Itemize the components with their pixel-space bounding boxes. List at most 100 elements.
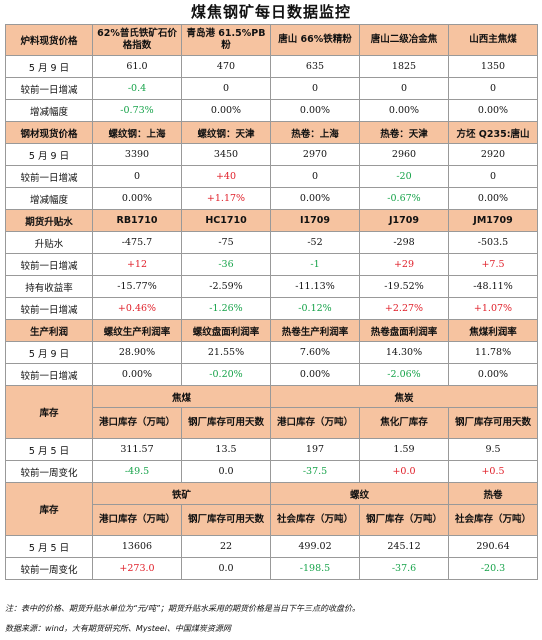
table-cell: -36 [181, 253, 271, 276]
row-label: 较前一日增减 [5, 297, 93, 320]
table-row: 较前一日增减 +12 -36 -1 +29 +7.5 [5, 253, 538, 276]
table-cell: -19.52% [359, 275, 449, 298]
section-header-row: 炉料现货价格 62%普氏铁矿石价格指数 青岛港 61.5%PB粉 唐山 66%铁精粉唐… [5, 24, 538, 56]
table-cell: 0.00% [448, 187, 538, 210]
column-header: 方坯 Q235:唐山 [448, 121, 538, 144]
group-header: 铁矿 [92, 482, 271, 505]
column-header: 社会库存（万吨） [448, 504, 538, 536]
row-label: 增减幅度 [5, 187, 93, 210]
table-cell: -0.73% [92, 99, 182, 122]
table-cell: +0.0 [359, 460, 449, 483]
table-cell: -1.26% [181, 297, 271, 320]
table-cell: -0.20% [181, 363, 271, 386]
column-header: 焦煤利润率 [448, 319, 538, 342]
table-cell: +0.46% [92, 297, 182, 320]
table-cell: 0.00% [270, 363, 360, 386]
table-cell: 1.59 [359, 438, 449, 461]
table-cell: -0.67% [359, 187, 449, 210]
table-cell: -37.6 [359, 557, 449, 580]
table-cell: -37.5 [270, 460, 360, 483]
table-cell: -2.59% [181, 275, 271, 298]
table-cell: 3450 [181, 143, 271, 166]
table-cell: -52 [270, 231, 360, 254]
table-cell: -48.11% [448, 275, 538, 298]
table-cell: 0.00% [92, 187, 182, 210]
table-cell: 0 [359, 77, 449, 100]
row-label: 持有收益率 [5, 275, 93, 298]
column-header: 螺纹钢：上海 [92, 121, 182, 144]
row-label: 5 月 9 日 [5, 341, 93, 364]
table-cell: -198.5 [270, 557, 360, 580]
table-row: 5 月 9 日 61.0 470 635 1825 1350 [5, 55, 538, 78]
table-cell: -49.5 [92, 460, 182, 483]
table-cell: 1350 [448, 55, 538, 78]
table-cell: -75 [181, 231, 271, 254]
table-cell: -0.4 [92, 77, 182, 100]
section-header-row: 库存 铁矿 螺纹 热卷 [5, 482, 538, 536]
column-header: 唐山二级冶金焦 [359, 24, 449, 56]
column-header: I1709 [270, 209, 360, 232]
row-label: 升贴水 [5, 231, 93, 254]
table-row: 较前一日增减 +0.46% -1.26% -0.12% +2.27% +1.07% [5, 297, 538, 320]
table-cell: 470 [181, 55, 271, 78]
section-title: 库存 [5, 385, 93, 439]
sub-header-row: 港口库存（万吨） 钢厂库存可用天数 社会库存（万吨） 钢厂库存（万吨） 社会库存（万吨） [6, 504, 538, 536]
table-cell: 13.5 [181, 438, 271, 461]
row-label: 较前一日增减 [5, 77, 93, 100]
table-cell: 22 [181, 535, 271, 558]
table-cell: 2920 [448, 143, 538, 166]
table-row: 较前一日增减 0 +40 0 -20 0 [5, 165, 538, 188]
row-label: 5 月 9 日 [5, 143, 93, 166]
column-header: 螺纹盘面利润率 [181, 319, 271, 342]
column-header: 钢厂库存可用天数 [181, 407, 271, 439]
table-cell: +12 [92, 253, 182, 276]
table-cell: 13606 [92, 535, 182, 558]
column-header: 钢厂库存可用天数 [448, 407, 538, 439]
group-header: 热卷 [448, 482, 538, 505]
table-cell: 0 [270, 165, 360, 188]
table-cell: 1825 [359, 55, 449, 78]
table-row: 5 月 9 日 28.90% 21.55% 7.60% 14.30% 11.78% [5, 341, 538, 364]
table-cell: 2960 [359, 143, 449, 166]
table-cell: 0.00% [448, 363, 538, 386]
table-cell: 3390 [92, 143, 182, 166]
row-label: 5 月 9 日 [5, 55, 93, 78]
column-header: J1709 [359, 209, 449, 232]
row-label: 5 月 5 日 [5, 535, 93, 558]
column-header: 焦化厂库存 [359, 407, 449, 439]
table-cell: -503.5 [448, 231, 538, 254]
column-header: 热卷：上海 [270, 121, 360, 144]
table-row: 较前一周变化 -49.5 0.0 -37.5 +0.0 +0.5 [5, 460, 538, 483]
table-cell: 0.00% [181, 99, 271, 122]
row-label: 较前一日增减 [5, 363, 93, 386]
table-cell: -15.77% [92, 275, 182, 298]
row-label: 较前一周变化 [5, 557, 93, 580]
table-row: 5 月 5 日 13606 22 499.02 245.12 290.64 [5, 535, 538, 558]
group-header: 焦炭 [270, 385, 538, 408]
column-header: 热卷盘面利润率 [359, 319, 449, 342]
table-cell: 28.90% [92, 341, 182, 364]
column-header: 山西主焦煤 [448, 24, 538, 56]
table-cell: 0 [448, 77, 538, 100]
section-title: 钢材现货价格 [5, 121, 93, 144]
column-header: 社会库存（万吨） [270, 504, 360, 536]
table-cell: 2970 [270, 143, 360, 166]
section-title: 库存 [5, 482, 93, 536]
column-header: 钢厂库存可用天数 [181, 504, 271, 536]
table-cell: 9.5 [448, 438, 538, 461]
table-row: 增减幅度 0.00% +1.17% 0.00% -0.67% 0.00% [5, 187, 538, 210]
column-header: 热卷生产利润率 [270, 319, 360, 342]
row-label: 增减幅度 [5, 99, 93, 122]
table-row: 升贴水 -475.7 -75 -52 -298 -503.5 [5, 231, 538, 254]
data-table: 炉料现货价格 62%普氏铁矿石价格指数 青岛港 61.5%PB粉 唐山 66%铁精粉唐… [5, 24, 538, 580]
table-row: 5 月 9 日 3390 3450 2970 2960 2920 [5, 143, 538, 166]
group-header: 螺纹 [270, 482, 449, 505]
table-cell: 0.00% [270, 187, 360, 210]
row-label: 5 月 5 日 [5, 438, 93, 461]
table-cell: -11.13% [270, 275, 360, 298]
table-cell: 61.0 [92, 55, 182, 78]
table-cell: +0.5 [448, 460, 538, 483]
table-cell: 290.64 [448, 535, 538, 558]
table-cell: +1.17% [181, 187, 271, 210]
table-cell: -2.06% [359, 363, 449, 386]
